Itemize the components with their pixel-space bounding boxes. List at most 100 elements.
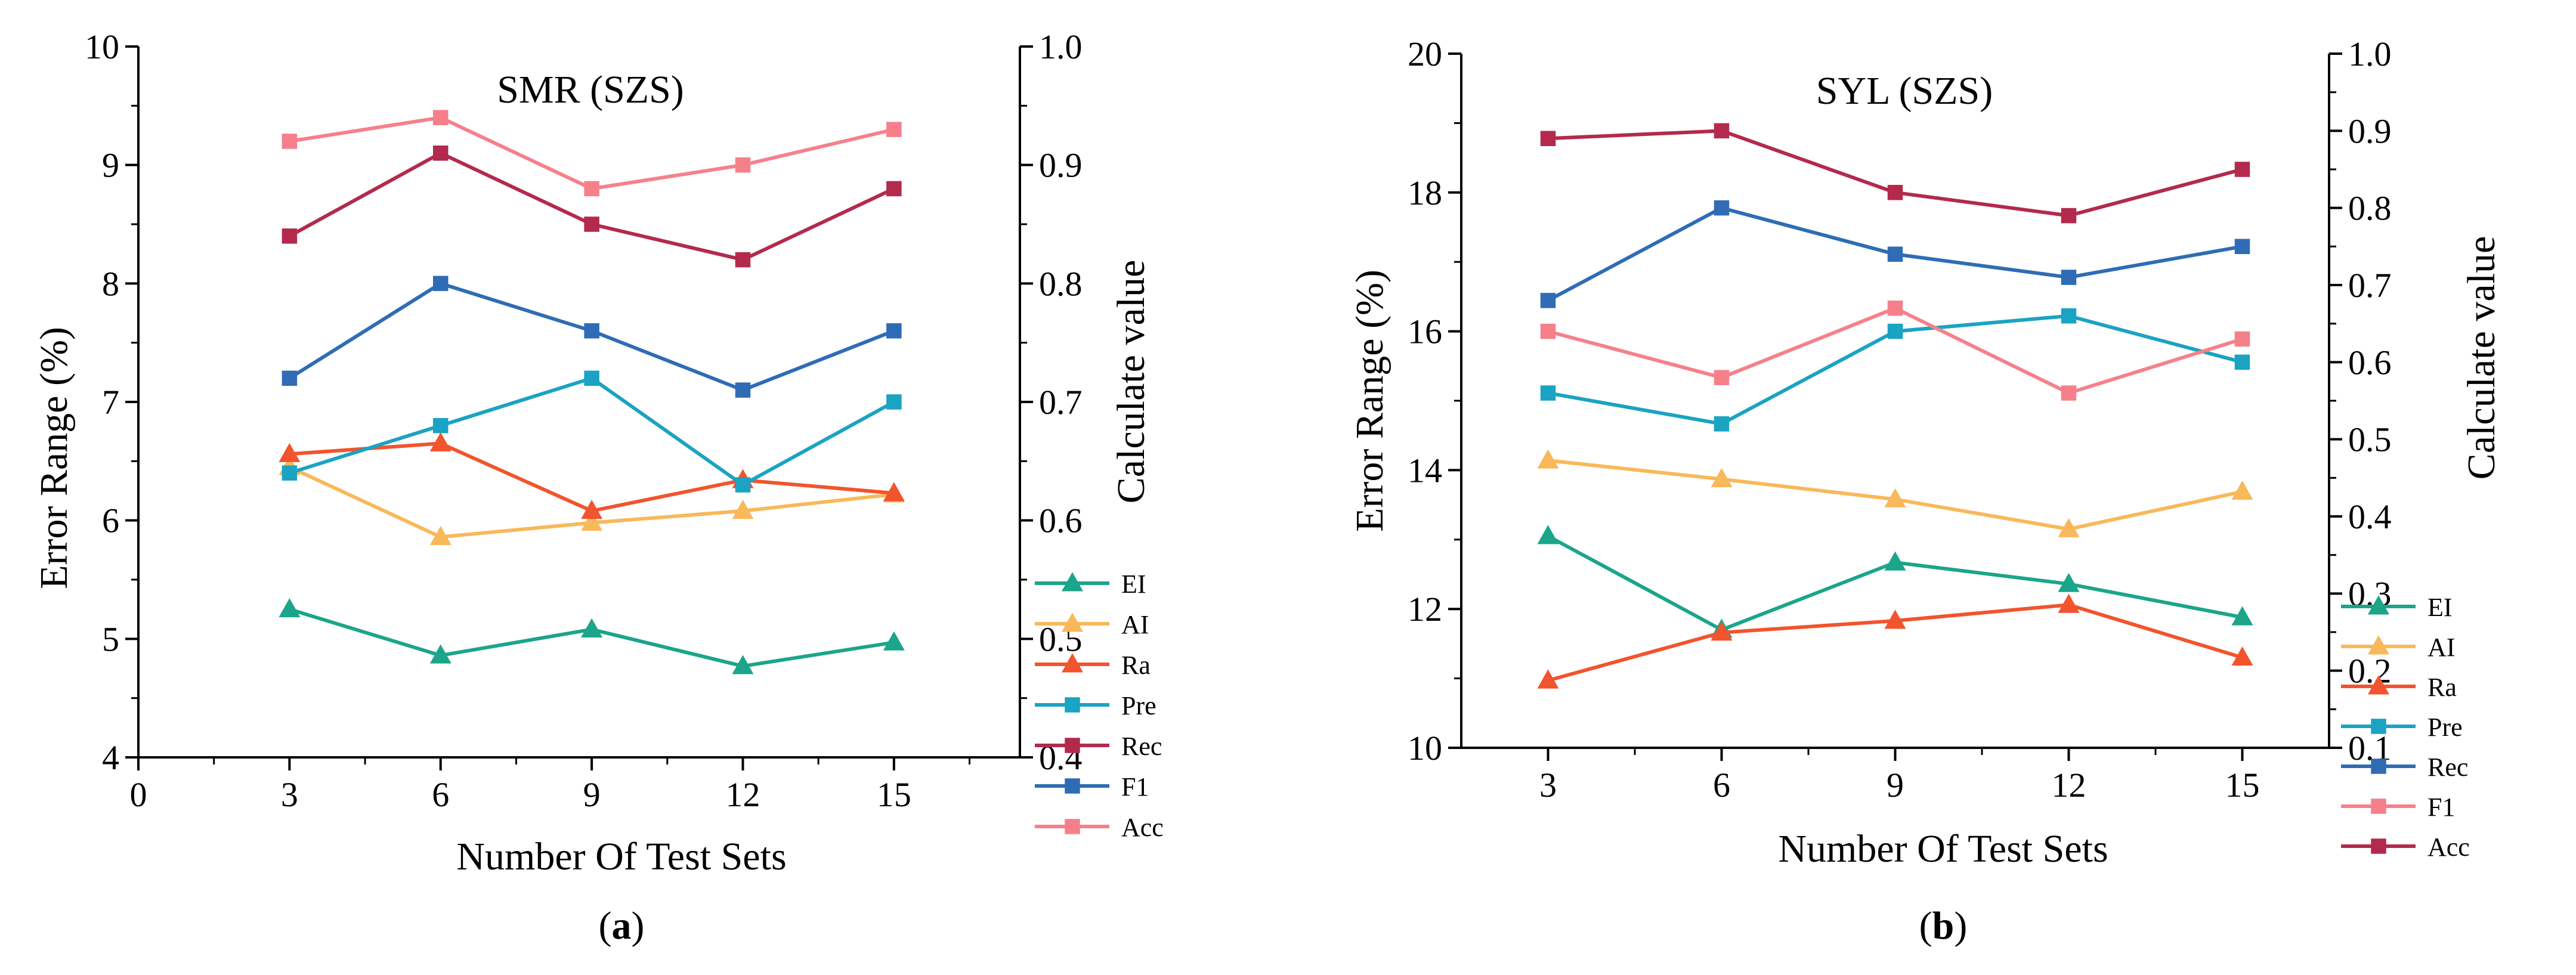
- legend-item-ra: Ra: [2341, 673, 2457, 702]
- y-left-tick-label: 10: [85, 27, 119, 66]
- legend-b: EI AI Ra Pre Rec F1 Acc: [2341, 593, 2470, 862]
- series-f1-b-point: [1887, 301, 1903, 316]
- legend-item-f1: F1: [1035, 772, 1149, 801]
- legend-swatch-marker: [2368, 635, 2389, 655]
- legend-label: F1: [2427, 793, 2455, 822]
- series-rec-a: [282, 146, 902, 268]
- series-acc-b-point: [2061, 208, 2077, 224]
- series-rec-b: [1540, 200, 2250, 308]
- series-acc-b-point: [1714, 123, 1730, 139]
- legend-swatch-marker: [2371, 838, 2386, 854]
- legend-swatch-marker: [2368, 675, 2389, 695]
- legend-label: Rec: [1121, 732, 1162, 761]
- x-tick-label: 9: [1887, 766, 1904, 804]
- x-tick-label: 12: [2052, 766, 2086, 804]
- legend-item-ai: AI: [1035, 610, 1149, 639]
- y-left-tick-label: 5: [102, 620, 119, 658]
- series-acc-a-point: [886, 122, 902, 137]
- series-f1-b: [1540, 301, 2250, 401]
- series-ra-b-point: [2231, 646, 2253, 666]
- legend-item-f1: F1: [2341, 793, 2455, 822]
- series-pre-a-point: [282, 465, 298, 481]
- series-f1-b-point: [2234, 331, 2250, 347]
- legend-swatch-marker: [1065, 778, 1080, 794]
- legend-label: F1: [1121, 772, 1149, 801]
- series-pre-a: [282, 370, 902, 493]
- legend-item-acc: Acc: [1035, 813, 1164, 842]
- series-ai-b-point: [2058, 518, 2080, 537]
- series-acc-b-point: [1540, 131, 1556, 147]
- series-acc-a-point: [432, 110, 449, 125]
- x-tick-label: 9: [583, 775, 601, 814]
- y-right-tick-label: 0.2: [2348, 652, 2392, 691]
- legend-label: Acc: [1121, 813, 1164, 842]
- y-right-tick-label: 0.9: [2348, 112, 2392, 150]
- chart-panel-b: SYL (SZS) Number Of Test Sets Error Rang…: [1348, 69, 2503, 948]
- series-ei-a-point: [279, 598, 301, 618]
- legend-item-acc: Acc: [2341, 832, 2470, 862]
- panel-label-b-letter: b: [1932, 904, 1955, 948]
- x-tick-label: 6: [432, 775, 449, 814]
- series-f1-b-point: [1714, 370, 1730, 385]
- legend-swatch-marker: [1065, 738, 1080, 753]
- series-pre-b-point: [2061, 308, 2077, 324]
- y-right-tick-label: 1.0: [2348, 35, 2392, 73]
- legend-swatch-marker: [1065, 697, 1080, 713]
- series-pre-a-point: [886, 394, 902, 410]
- legend-a: EI AI Ra Pre Rec F1 Acc: [1035, 569, 1164, 842]
- x-tick-label: 3: [1539, 766, 1557, 804]
- x-axis-label-a: Number Of Test Sets: [456, 835, 786, 878]
- series-rec-b-point: [1887, 246, 1903, 262]
- series-ra-b-point: [2058, 593, 2080, 613]
- series-acc-b-point: [1887, 185, 1903, 200]
- legend-label: Acc: [2427, 832, 2470, 862]
- series-ei-b-point: [2058, 572, 2080, 592]
- series-ai-b-point: [2231, 480, 2253, 500]
- series-rec-a-point: [432, 146, 449, 161]
- legend-label: AI: [1121, 610, 1149, 639]
- y-right-tick-label: 0.7: [2348, 266, 2392, 305]
- series-acc-b-point: [2234, 162, 2250, 177]
- legend-swatch-marker: [2368, 595, 2389, 615]
- series-acc-a-point: [735, 157, 751, 173]
- series-rec-b-point: [2061, 270, 2077, 285]
- series-ra-a-point: [279, 442, 301, 462]
- legend-swatch-marker: [1062, 612, 1083, 632]
- series-ei-a-point: [581, 618, 603, 637]
- legend-swatch-marker: [2371, 719, 2386, 734]
- series-pre-b: [1540, 308, 2250, 432]
- chart-area-a: 0 3 6 9 12 15456789100.40.50.60.70.80.91.0EIA…: [85, 27, 1164, 842]
- series-ei-a: [279, 598, 905, 674]
- series-ei-a-point: [732, 655, 754, 674]
- y-left-tick-label: 20: [1408, 35, 1442, 73]
- series-pre-a-point: [735, 477, 751, 493]
- series-f1-b-point: [2061, 385, 2077, 401]
- series-ai-a-point: [429, 525, 452, 545]
- chart-title-b: SYL (SZS): [1816, 69, 1993, 113]
- series-acc-b: [1540, 123, 2250, 224]
- series-ei-b-point: [1537, 525, 1559, 544]
- y-left-tick-label: 10: [1408, 729, 1442, 767]
- series-ai-b-point: [1884, 488, 1906, 507]
- series-ai-b-point: [1711, 468, 1733, 488]
- series-pre-b-point: [2234, 354, 2250, 370]
- series-ra-b: [1537, 593, 2253, 689]
- series-rec-a-point: [584, 216, 599, 232]
- x-axis-label-b: Number Of Test Sets: [1778, 827, 2108, 871]
- x-tick-label: 12: [725, 775, 760, 814]
- series-rec-a-point: [282, 228, 298, 244]
- series-rec-b-point: [2234, 239, 2250, 255]
- series-acc-a-point: [584, 181, 599, 197]
- series-ra-b-point: [1711, 621, 1733, 641]
- x-tick-label: 6: [1713, 766, 1730, 804]
- y-left-tick-label: 14: [1408, 451, 1442, 490]
- y-left-tick-label: 9: [102, 146, 119, 185]
- series-f1-a-point: [735, 382, 751, 398]
- panel-label-a-letter: a: [612, 904, 632, 948]
- series-pre-b-point: [1714, 416, 1730, 432]
- series-ei-a-point: [883, 631, 905, 651]
- chart-title-a: SMR (SZS): [497, 68, 684, 112]
- series-ei-b-point: [1884, 551, 1906, 571]
